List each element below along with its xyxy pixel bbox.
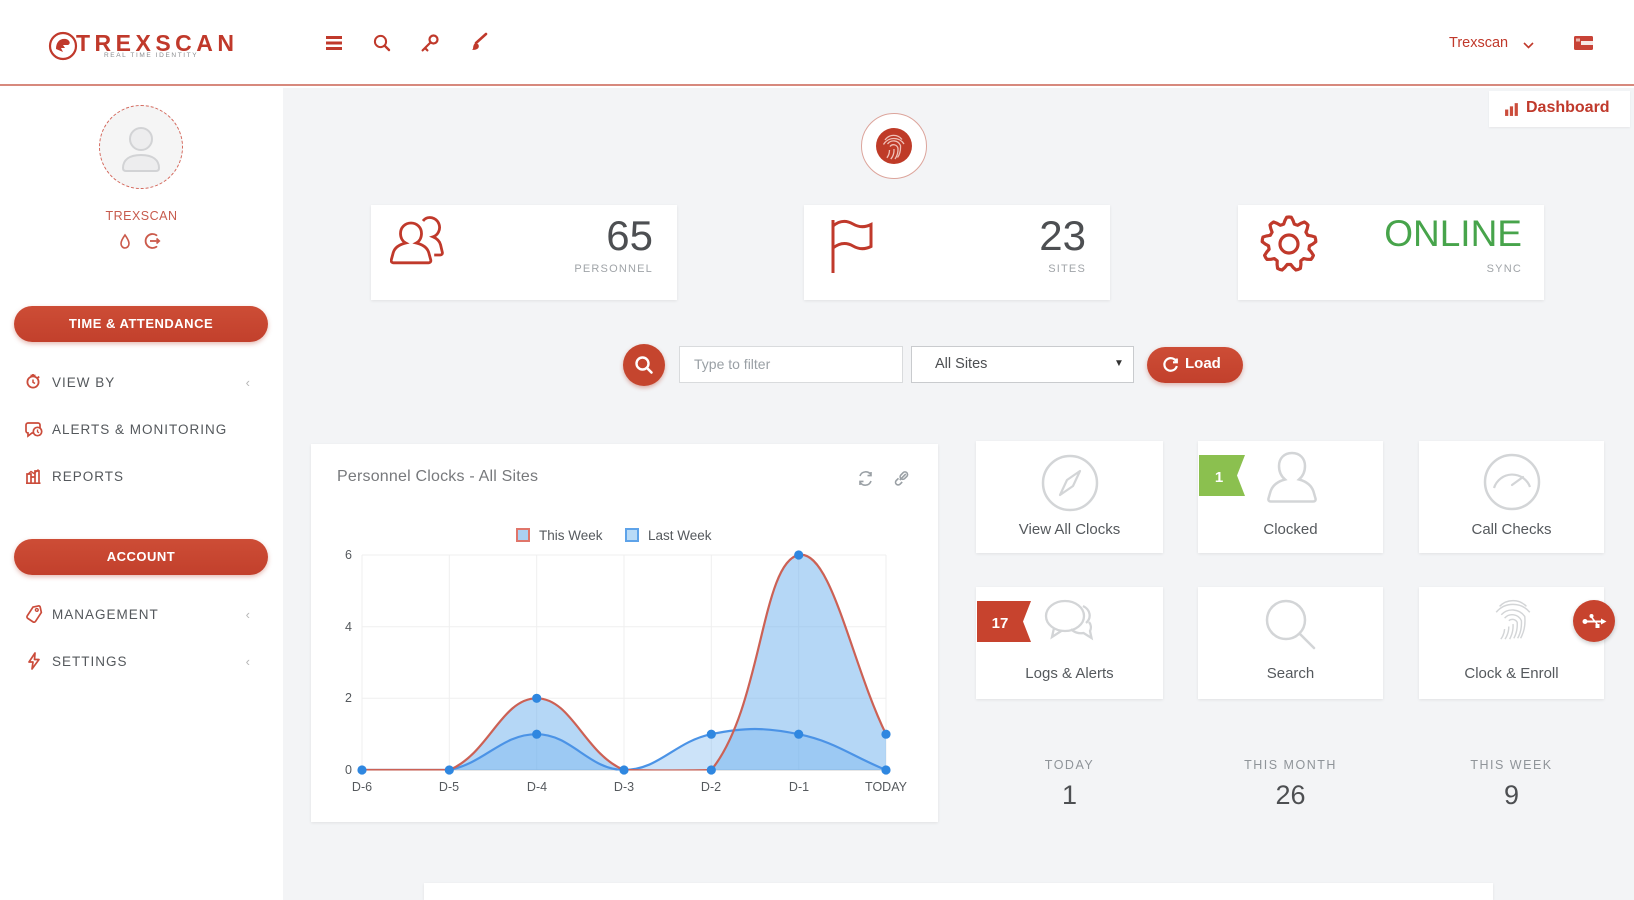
svg-text:17: 17	[992, 615, 1009, 632]
svg-text:D-6: D-6	[352, 780, 372, 794]
svg-text:D-5: D-5	[439, 780, 459, 794]
svg-text:D-4: D-4	[527, 780, 547, 794]
svg-text:6: 6	[345, 548, 352, 562]
svg-text:D-1: D-1	[789, 780, 809, 794]
svg-text:2: 2	[345, 691, 352, 705]
svg-text:TODAY: TODAY	[865, 780, 908, 794]
svg-text:D-2: D-2	[701, 780, 721, 794]
svg-text:D-3: D-3	[614, 780, 634, 794]
svg-text:1: 1	[1215, 469, 1223, 486]
svg-text:0: 0	[345, 763, 352, 777]
svg-text:4: 4	[345, 620, 352, 634]
